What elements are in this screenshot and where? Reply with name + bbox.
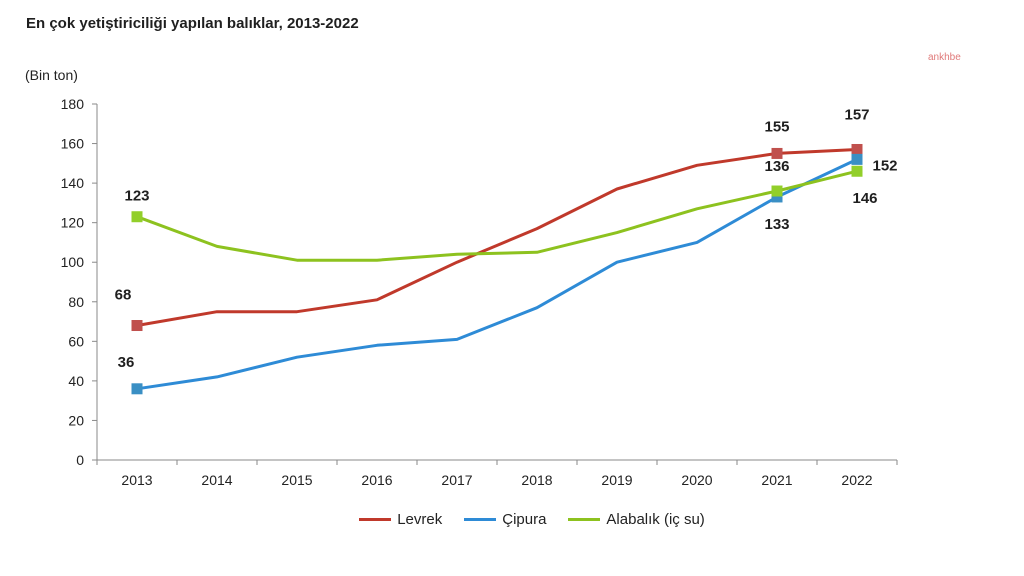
data-label: 155 xyxy=(764,118,789,135)
legend-swatch-levrek xyxy=(359,518,392,521)
x-tick-label: 2022 xyxy=(841,472,872,488)
x-tick-label: 2015 xyxy=(281,472,312,488)
y-axis-unit-label: (Bin ton) xyxy=(25,67,78,83)
x-tick-label: 2019 xyxy=(601,472,632,488)
y-tick-label: 140 xyxy=(61,175,85,191)
y-tick-label: 180 xyxy=(61,96,85,112)
legend-label-levrek: Levrek xyxy=(397,511,443,528)
data-label: 136 xyxy=(764,158,789,175)
x-tick-label: 2016 xyxy=(361,472,392,488)
x-tick-label: 2018 xyxy=(521,472,552,488)
data-label: 146 xyxy=(852,190,877,207)
data-label: 133 xyxy=(764,216,789,233)
legend-item-alabalik: Alabalık (iç su) xyxy=(568,511,705,528)
y-tick-label: 80 xyxy=(68,294,84,310)
data-point-marker xyxy=(131,320,143,332)
data-point-marker xyxy=(851,153,863,165)
data-point-marker xyxy=(851,165,863,177)
x-tick-label: 2013 xyxy=(121,472,152,488)
y-tick-label: 60 xyxy=(68,333,84,349)
y-tick-label: 160 xyxy=(61,136,85,152)
series-line-2 xyxy=(135,169,859,262)
data-point-marker xyxy=(771,147,783,159)
data-point-marker xyxy=(131,211,143,223)
x-tick-label: 2017 xyxy=(441,472,472,488)
series-line-0 xyxy=(135,148,859,327)
data-label: 68 xyxy=(115,287,132,304)
data-point-marker xyxy=(851,143,863,155)
y-tick-label: 0 xyxy=(76,452,84,468)
x-tick-label: 2020 xyxy=(681,472,712,488)
legend-item-levrek: Levrek xyxy=(359,511,442,528)
data-label: 157 xyxy=(844,106,869,123)
data-label: 36 xyxy=(118,354,135,371)
legend-label-alabalik: Alabalık (iç su) xyxy=(606,511,705,528)
legend-swatch-alabalik xyxy=(568,518,601,521)
legend-label-cipura: Çipura xyxy=(502,511,547,528)
data-point-marker xyxy=(771,185,783,197)
legend: Levrek Çipura Alabalık (iç su) xyxy=(0,511,1024,528)
y-tick-label: 100 xyxy=(61,254,85,270)
data-point-marker xyxy=(131,383,143,395)
legend-swatch-cipura xyxy=(464,518,497,521)
x-tick-label: 2014 xyxy=(201,472,232,488)
watermark: ankhbe xyxy=(928,52,961,63)
data-label: 152 xyxy=(872,157,897,174)
x-tick-label: 2021 xyxy=(761,472,792,488)
data-label: 123 xyxy=(124,188,149,205)
data-point-marker xyxy=(771,191,783,203)
chart-title: En çok yetiştiriciliği yapılan balıklar,… xyxy=(26,15,359,32)
series-line-1 xyxy=(135,157,859,391)
legend-item-cipura: Çipura xyxy=(464,511,546,528)
y-tick-label: 40 xyxy=(68,373,84,389)
y-tick-label: 120 xyxy=(61,215,85,231)
y-tick-label: 20 xyxy=(68,412,84,428)
